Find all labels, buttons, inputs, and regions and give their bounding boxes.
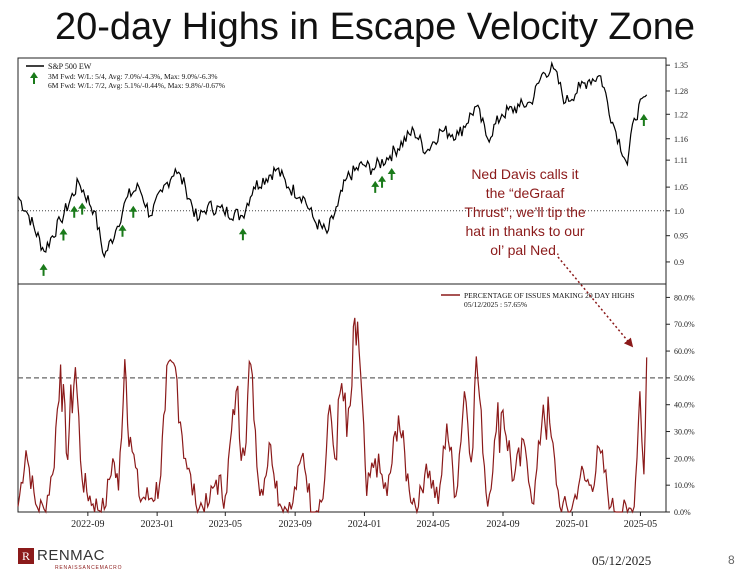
annotation-line: ol’ pal Ned.: [490, 242, 560, 258]
price-y-tick-label: 1.11: [674, 156, 688, 165]
signal-legend-line-2: 6M Fwd: W/L: 7/2, Avg: 5.1%/-0.44%, Max:…: [48, 81, 225, 90]
signal-arrow-icon: [378, 175, 387, 188]
signal-legend-line-1: 3M Fwd: W/L: 5/4, Avg: 7.0%/-4.3%, Max: …: [48, 72, 218, 81]
logo-text: RENMAC: [37, 547, 106, 564]
signal-arrow-icon: [129, 205, 138, 218]
annotation-callout: Ned Davis calls it the “deGraaf Thrust”,…: [440, 165, 610, 260]
signal-arrow-icon: [371, 180, 380, 193]
x-tick-label: 2025-01: [556, 519, 589, 530]
x-tick-label: 2022-09: [71, 519, 104, 530]
breadth-last-value-label: 05/12/2025 : 57.65%: [464, 300, 527, 309]
annotation-line: Ned Davis calls it: [471, 166, 579, 182]
annotation-line: the “deGraaf: [485, 185, 565, 201]
sp500-ew-line: [17, 60, 648, 259]
price-y-tick-label: 1.0: [674, 207, 684, 216]
breadth-y-tick-label: 60.0%: [674, 347, 695, 356]
breadth-y-tick-label: 20.0%: [674, 454, 695, 463]
renmac-logo: R RENMAC RENAISSANCEMACRO: [18, 547, 121, 571]
annotation-line: Thrust”, we’ll tip the: [464, 204, 586, 220]
slide-title: 20-day Highs in Escape Velocity Zone: [54, 6, 696, 48]
breadth-y-tick-label: 30.0%: [674, 428, 695, 437]
signal-arrow-icon: [39, 263, 48, 276]
signal-arrow-icon: [78, 202, 87, 215]
x-tick-label: 2025-05: [624, 519, 657, 530]
signal-arrow-icon: [118, 224, 127, 237]
breadth-y-tick-label: 70.0%: [674, 320, 695, 329]
breadth-y-tick-label: 40.0%: [674, 401, 695, 410]
footer-date: 05/12/2025: [592, 553, 652, 568]
price-y-tick-label: 1.22: [674, 110, 688, 119]
breadth-y-tick-label: 0.0%: [674, 508, 691, 517]
breadth-y-tick-label: 10.0%: [674, 481, 695, 490]
signal-arrow-icon: [238, 228, 247, 241]
logo-subtext: RENAISSANCEMACRO: [55, 565, 123, 571]
breadth-y-tick-label: 50.0%: [674, 374, 695, 383]
signal-arrow-icon: [59, 228, 68, 241]
signal-arrow-icon: [70, 205, 79, 218]
price-y-tick-label: 1.35: [674, 61, 688, 70]
signal-arrow-icon: [639, 114, 648, 127]
price-y-tick-label: 1.28: [674, 87, 688, 96]
signal-arrow-icon: [387, 167, 396, 180]
legend-arrow-icon: [30, 72, 38, 84]
breadth-legend-label: PERCENTAGE OF ISSUES MAKING 20 DAY HIGHS: [464, 291, 635, 300]
price-y-tick-label: 0.95: [674, 232, 688, 241]
logo-r-icon: R: [18, 547, 34, 564]
price-y-tick-label: 1.05: [674, 183, 688, 192]
x-tick-label: 2023-09: [278, 519, 311, 530]
x-tick-label: 2023-01: [140, 519, 173, 530]
price-legend-label: S&P 500 EW: [48, 62, 92, 71]
breadth-panel-frame: [17, 283, 667, 513]
x-tick-label: 2024-01: [348, 519, 381, 530]
page-number: 8: [728, 553, 735, 567]
annotation-line: hat in thanks to our: [465, 223, 585, 239]
price-y-tick-label: 1.16: [674, 135, 688, 144]
price-y-tick-label: 0.9: [674, 258, 684, 267]
x-tick-label: 2024-09: [486, 519, 519, 530]
x-tick-label: 2023-05: [209, 519, 242, 530]
breadth-y-tick-label: 80.0%: [674, 293, 695, 302]
pct-20day-highs-line: [17, 317, 648, 515]
annotation-arrow: [557, 256, 634, 348]
x-tick-label: 2024-05: [416, 519, 449, 530]
